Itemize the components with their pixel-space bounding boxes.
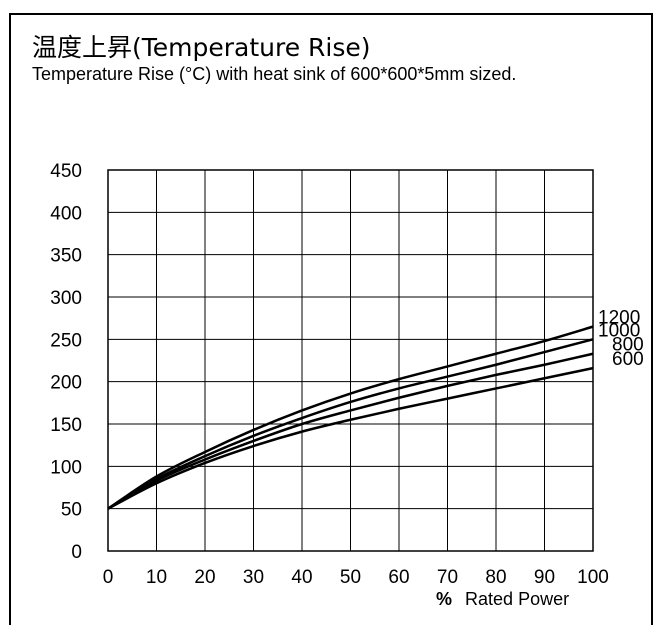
y-tick-label-250: 250 — [50, 330, 82, 351]
temperature-rise-chart: 0 50 100 150 200 250 300 350 400 450 0 10 20 30 40 50 6… — [50, 161, 644, 609]
y-tick-label-400: 400 — [50, 203, 82, 224]
y-tick-label-150: 150 — [50, 415, 82, 436]
y-tick-label-0: 0 — [71, 542, 82, 563]
y-tick-label-100: 100 — [50, 457, 82, 478]
x-tick-label-20: 20 — [194, 567, 215, 588]
plot-border — [107, 169, 594, 552]
x-tick-label-90: 90 — [534, 567, 555, 588]
series-lines — [107, 325, 594, 510]
y-tick-label-450: 450 — [50, 161, 82, 182]
y-tick-label-50: 50 — [61, 500, 82, 521]
series-line-600 — [107, 366, 594, 510]
grid-lines — [108, 170, 593, 551]
x-axis-ticks: 0 10 20 30 40 50 60 70 80 90 100 — [103, 567, 609, 588]
x-axis-label-text: Rated Power — [465, 589, 569, 609]
x-tick-label-60: 60 — [388, 567, 409, 588]
y-axis-ticks: 0 50 100 150 200 250 300 350 400 450 — [50, 161, 82, 563]
x-tick-label-80: 80 — [485, 567, 506, 588]
x-tick-label-10: 10 — [146, 567, 167, 588]
x-axis-label-percent: % — [436, 589, 452, 609]
x-tick-label-30: 30 — [243, 567, 264, 588]
series-label-1000: 1000 — [598, 320, 640, 341]
x-tick-label-0: 0 — [103, 567, 114, 588]
series-line-1200 — [107, 325, 594, 510]
series-line-1000 — [107, 338, 594, 510]
series-label-600: 600 — [612, 349, 644, 370]
y-tick-label-350: 350 — [50, 246, 82, 267]
x-tick-label-40: 40 — [291, 567, 312, 588]
y-tick-label-200: 200 — [50, 373, 82, 394]
series-label-800: 800 — [612, 335, 644, 356]
x-tick-label-100: 100 — [577, 567, 609, 588]
x-axis-label: % Rated Power — [436, 589, 569, 609]
series-line-800 — [107, 352, 594, 510]
x-tick-label-70: 70 — [437, 567, 458, 588]
x-tick-label-50: 50 — [340, 567, 361, 588]
plot-area — [107, 169, 594, 552]
series-label-1200: 1200 — [598, 308, 640, 329]
chart-subtitle: Temperature Rise (°C) with heat sink of … — [32, 64, 517, 84]
chart-frame — [9, 13, 653, 625]
y-tick-label-300: 300 — [50, 288, 82, 309]
chart-title: 温度上昇(Temperature Rise) — [32, 33, 371, 62]
